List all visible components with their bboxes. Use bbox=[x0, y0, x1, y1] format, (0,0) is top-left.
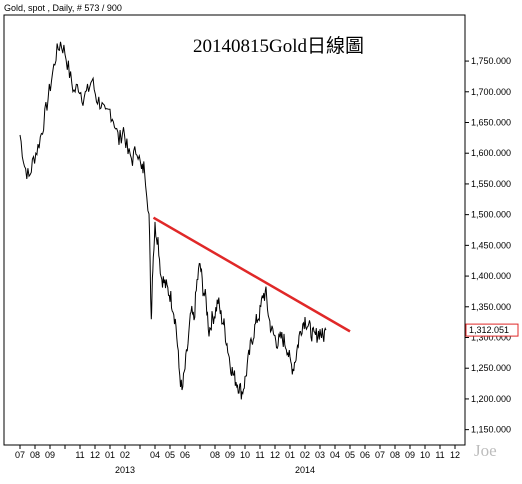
chart-header: Gold, spot , Daily, # 573 / 900 bbox=[4, 3, 122, 13]
year-label: 2013 bbox=[115, 465, 135, 475]
y-tick-label: 1,200.000 bbox=[471, 394, 511, 404]
x-tick-label: 08 bbox=[210, 450, 220, 460]
x-tick-label: 02 bbox=[120, 450, 130, 460]
last-price-marker: 1,312.051 bbox=[465, 323, 519, 337]
x-tick-label: 07 bbox=[375, 450, 385, 460]
price-line bbox=[19, 41, 327, 400]
y-tick-label: 1,150.000 bbox=[471, 425, 511, 435]
x-tick-label: 10 bbox=[420, 450, 430, 460]
y-tick-label: 1,500.000 bbox=[471, 210, 511, 220]
year-label: 2014 bbox=[295, 465, 315, 475]
y-tick-label: 1,400.000 bbox=[471, 271, 511, 281]
y-tick-label: 1,650.000 bbox=[471, 118, 511, 128]
x-tick-label: 06 bbox=[180, 450, 190, 460]
x-tick-label: 09 bbox=[405, 450, 415, 460]
price-series bbox=[19, 41, 327, 400]
x-tick-label: 10 bbox=[240, 450, 250, 460]
x-tick-label: 01 bbox=[285, 450, 295, 460]
x-tick-label: 01 bbox=[105, 450, 115, 460]
y-tick-label: 1,450.000 bbox=[471, 240, 511, 250]
y-tick-label: 1,700.000 bbox=[471, 87, 511, 97]
x-tick-label: 08 bbox=[30, 450, 40, 460]
x-tick-label: 03 bbox=[315, 450, 325, 460]
y-tick-label: 1,550.000 bbox=[471, 179, 511, 189]
x-tick-label: 05 bbox=[165, 450, 175, 460]
trendline bbox=[152, 216, 351, 333]
x-tick-label: 05 bbox=[345, 450, 355, 460]
x-tick-label: 06 bbox=[360, 450, 370, 460]
x-tick-label: 11 bbox=[435, 450, 444, 460]
x-tick-label: 09 bbox=[45, 450, 55, 460]
x-tick-label: 09 bbox=[225, 450, 235, 460]
last-price-label: 1,312.051 bbox=[469, 325, 509, 335]
watermark: Joe bbox=[474, 441, 497, 460]
x-tick-label: 12 bbox=[270, 450, 280, 460]
x-tick-label: 02 bbox=[300, 450, 310, 460]
chart-title: 20140815Gold日線圖 bbox=[193, 35, 364, 57]
x-tick-label: 07 bbox=[15, 450, 25, 460]
y-tick-label: 1,300.000 bbox=[471, 333, 511, 343]
x-tick-label: 08 bbox=[390, 450, 400, 460]
y-tick-label: 1,600.000 bbox=[471, 148, 511, 158]
y-tick-label: 1,250.000 bbox=[471, 363, 511, 373]
y-axis: 1,150.000 1,200.000 1,250.000 1,300.000 1,35… bbox=[465, 56, 511, 435]
x-tick-label: 12 bbox=[90, 450, 100, 460]
y-tick-label: 1,750.000 bbox=[471, 56, 511, 66]
last-price-box bbox=[465, 323, 519, 337]
x-axis: 07 08 09 11 12 01 02 04 05 06 08 09 10 11 12 01 02 03 04 05… bbox=[15, 445, 460, 475]
x-tick-label: 04 bbox=[330, 450, 340, 460]
x-tick-label: 04 bbox=[150, 450, 160, 460]
x-tick-label: 12 bbox=[450, 450, 460, 460]
x-tick-label: 11 bbox=[255, 450, 264, 460]
y-tick-label: 1,350.000 bbox=[471, 302, 511, 312]
x-tick-label: 11 bbox=[75, 450, 84, 460]
